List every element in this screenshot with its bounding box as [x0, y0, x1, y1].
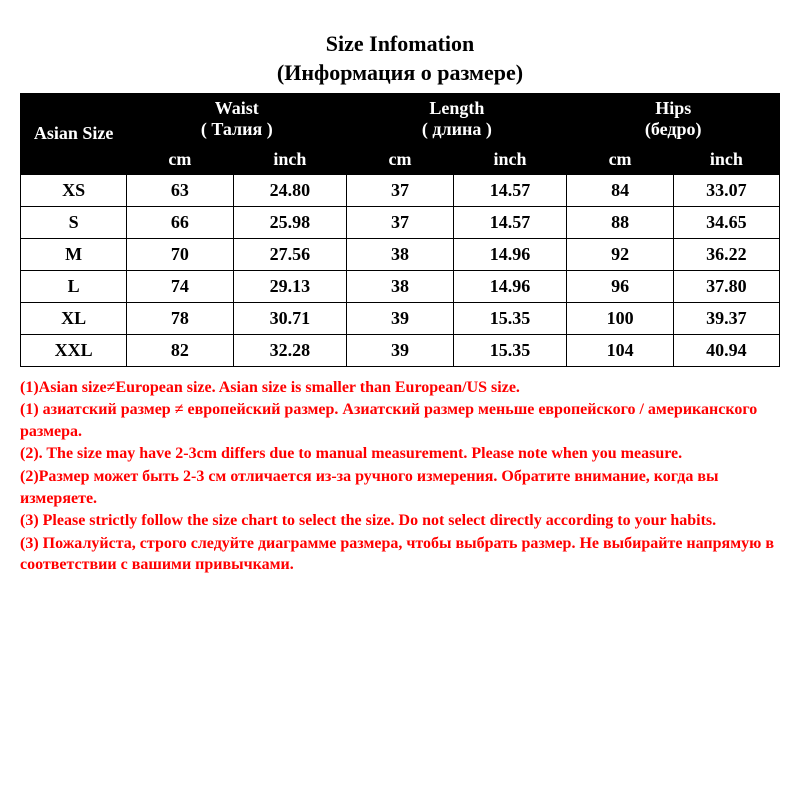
table-row: L7429.133814.969637.80: [21, 270, 780, 302]
note-line: (2)Размер может быть 2-3 см отличается и…: [20, 466, 780, 509]
table-row: XXL8232.283915.3510440.94: [21, 334, 780, 366]
cell-length_cm: 39: [347, 334, 453, 366]
cell-length_in: 15.35: [453, 334, 567, 366]
cell-waist_in: 32.28: [233, 334, 347, 366]
size-table: Asian Size Waist ( Талия ) Length ( длин…: [20, 93, 780, 366]
cell-hips_cm: 104: [567, 334, 673, 366]
cell-waist_cm: 66: [127, 206, 233, 238]
table-row: XS6324.803714.578433.07: [21, 174, 780, 206]
title-en: Size Infomation: [20, 30, 780, 59]
size-chart-container: Size Infomation (Информация о размере) A…: [0, 0, 800, 800]
header-length-in: inch: [453, 144, 567, 174]
cell-waist_in: 25.98: [233, 206, 347, 238]
cell-length_cm: 38: [347, 238, 453, 270]
cell-length_cm: 39: [347, 302, 453, 334]
cell-hips_in: 40.94: [673, 334, 779, 366]
header-waist-en: Waist: [215, 98, 259, 118]
cell-waist_cm: 78: [127, 302, 233, 334]
cell-waist_in: 27.56: [233, 238, 347, 270]
header-waist-cm: cm: [127, 144, 233, 174]
header-length-en: Length: [429, 98, 484, 118]
cell-length_cm: 38: [347, 270, 453, 302]
notes-block: (1)Asian size≠European size. Asian size …: [20, 377, 780, 576]
cell-length_in: 14.96: [453, 270, 567, 302]
table-row: XL7830.713915.3510039.37: [21, 302, 780, 334]
cell-hips_in: 33.07: [673, 174, 779, 206]
cell-length_cm: 37: [347, 174, 453, 206]
cell-waist_cm: 63: [127, 174, 233, 206]
title-ru: (Информация о размере): [20, 59, 780, 88]
cell-length_in: 14.57: [453, 206, 567, 238]
note-line: (1)Asian size≠European size. Asian size …: [20, 377, 780, 399]
cell-size: XXL: [21, 334, 127, 366]
cell-waist_cm: 74: [127, 270, 233, 302]
cell-length_in: 14.57: [453, 174, 567, 206]
cell-size: S: [21, 206, 127, 238]
cell-waist_in: 29.13: [233, 270, 347, 302]
header-waist: Waist ( Талия ): [127, 94, 347, 144]
header-length: Length ( длина ): [347, 94, 567, 144]
header-row-1: Asian Size Waist ( Талия ) Length ( длин…: [21, 94, 780, 144]
cell-hips_in: 37.80: [673, 270, 779, 302]
header-waist-ru: ( Талия ): [201, 119, 273, 139]
header-asian-size: Asian Size: [21, 94, 127, 174]
cell-size: XL: [21, 302, 127, 334]
cell-hips_in: 34.65: [673, 206, 779, 238]
header-hips-ru: (бедро): [645, 119, 702, 139]
cell-waist_in: 30.71: [233, 302, 347, 334]
header-waist-in: inch: [233, 144, 347, 174]
table-body: XS6324.803714.578433.07S6625.983714.5788…: [21, 174, 780, 366]
header-hips-en: Hips: [655, 98, 691, 118]
cell-size: M: [21, 238, 127, 270]
cell-hips_cm: 92: [567, 238, 673, 270]
cell-hips_cm: 84: [567, 174, 673, 206]
cell-waist_cm: 82: [127, 334, 233, 366]
header-hips-cm: cm: [567, 144, 673, 174]
cell-waist_in: 24.80: [233, 174, 347, 206]
header-length-ru: ( длина ): [422, 119, 492, 139]
cell-size: XS: [21, 174, 127, 206]
cell-length_cm: 37: [347, 206, 453, 238]
note-line: (1) азиатский размер ≠ европейский разме…: [20, 399, 780, 442]
cell-hips_cm: 88: [567, 206, 673, 238]
note-line: (3) Пожалуйста, строго следуйте диаграмм…: [20, 533, 780, 576]
cell-length_in: 14.96: [453, 238, 567, 270]
cell-size: L: [21, 270, 127, 302]
header-row-2: cm inch cm inch cm inch: [21, 144, 780, 174]
note-line: (2). The size may have 2-3cm differs due…: [20, 443, 780, 465]
header-hips: Hips (бедро): [567, 94, 780, 144]
title-block: Size Infomation (Информация о размере): [20, 30, 780, 87]
cell-hips_in: 36.22: [673, 238, 779, 270]
cell-hips_in: 39.37: [673, 302, 779, 334]
note-line: (3) Please strictly follow the size char…: [20, 510, 780, 532]
cell-waist_cm: 70: [127, 238, 233, 270]
table-row: M7027.563814.969236.22: [21, 238, 780, 270]
cell-length_in: 15.35: [453, 302, 567, 334]
header-length-cm: cm: [347, 144, 453, 174]
table-row: S6625.983714.578834.65: [21, 206, 780, 238]
cell-hips_cm: 96: [567, 270, 673, 302]
header-hips-in: inch: [673, 144, 779, 174]
cell-hips_cm: 100: [567, 302, 673, 334]
table-head: Asian Size Waist ( Талия ) Length ( длин…: [21, 94, 780, 174]
